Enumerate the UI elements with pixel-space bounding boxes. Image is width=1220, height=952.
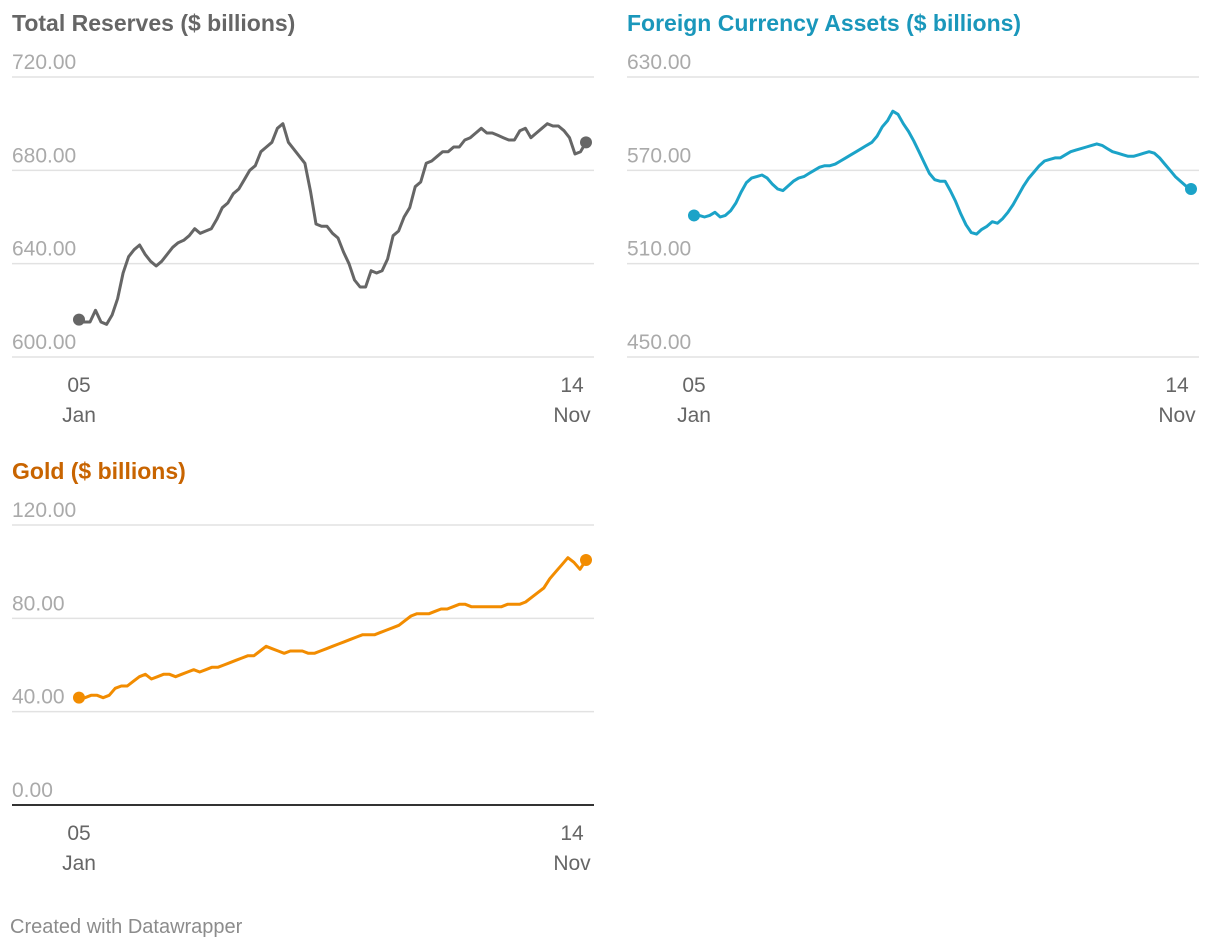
y-tick-label: 510.00 <box>627 238 691 261</box>
y-tick-label: 640.00 <box>12 238 76 261</box>
x-tick-day-label: 14 <box>560 374 584 397</box>
start-point <box>73 691 85 704</box>
x-tick-month-label: Jan <box>677 404 711 427</box>
x-tick-month-label: Jan <box>62 404 96 427</box>
x-tick-day-label: 14 <box>560 822 584 845</box>
series-line <box>77 122 588 326</box>
y-tick-label: 630.00 <box>627 51 691 74</box>
x-tick-month-label: Nov <box>553 852 591 875</box>
x-tick-day-label: 14 <box>1165 374 1189 397</box>
end-point <box>580 554 592 566</box>
x-tick-day-label: 05 <box>682 374 705 397</box>
y-tick-label: 80.00 <box>12 592 65 615</box>
chart-panel-foreign-currency-assets: 450.00 510.00 570.00 630.00 05 Jan 14 Nov Forei… <box>627 10 1217 430</box>
y-tick-label: 720.00 <box>12 51 76 74</box>
end-point <box>580 136 592 149</box>
y-tick-label: 0.00 <box>12 779 53 802</box>
chart-svg: 450.00 510.00 570.00 630.00 05 Jan 14 Nov <box>627 51 1199 427</box>
y-tick-label: 450.00 <box>627 331 691 354</box>
x-tick-month-label: Nov <box>553 404 591 427</box>
x-tick-month-label: Jan <box>62 852 96 875</box>
series-line <box>692 109 1193 236</box>
y-tick-label: 120.00 <box>12 499 76 522</box>
y-tick-label: 680.00 <box>12 144 76 167</box>
x-tick-day-label: 05 <box>67 822 90 845</box>
chart-panel-gold: 0.00 40.00 80.00 120.00 05 Jan 14 Nov Gold ($ b… <box>12 458 612 878</box>
chart-title: Gold ($ billions) <box>12 458 186 484</box>
chart-title: Total Reserves ($ billions) <box>12 10 296 36</box>
series-line <box>77 556 588 700</box>
x-tick-month-label: Nov <box>1158 404 1196 427</box>
y-tick-label: 570.00 <box>627 144 691 167</box>
chart-svg: 0.00 40.00 80.00 120.00 05 Jan 14 Nov <box>12 499 594 875</box>
start-point <box>688 209 700 222</box>
chart-panel-total-reserves: 600.00 640.00 680.00 720.00 05 Jan 14 Nov Total… <box>12 10 612 430</box>
y-tick-label: 600.00 <box>12 331 76 354</box>
chart-svg: 600.00 640.00 680.00 720.00 05 Jan 14 Nov <box>12 51 594 427</box>
chart-title: Foreign Currency Assets ($ billions) <box>627 10 1022 36</box>
start-point <box>73 313 85 326</box>
credit-text: Created with Datawrapper <box>10 916 243 938</box>
end-point <box>1185 183 1197 195</box>
y-tick-label: 40.00 <box>12 686 65 709</box>
x-tick-day-label: 05 <box>67 374 90 397</box>
